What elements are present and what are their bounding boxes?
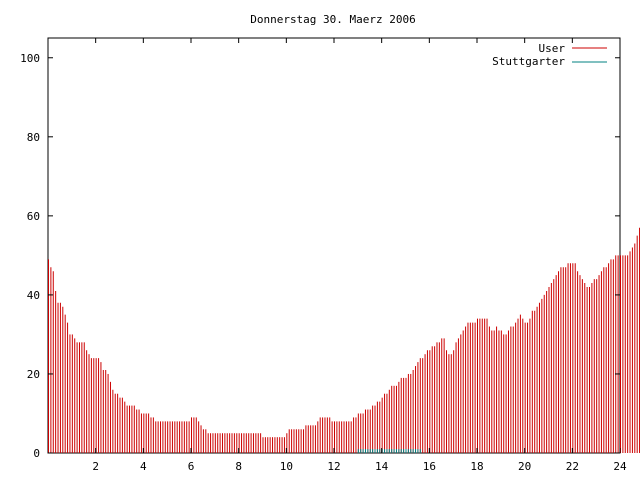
legend-label-user: User [539, 42, 566, 55]
y-tick-label: 40 [27, 289, 40, 302]
x-tick-label: 10 [280, 460, 293, 473]
x-tick-label: 20 [518, 460, 531, 473]
y-tick-label: 100 [20, 52, 40, 65]
y-tick-label: 80 [27, 131, 40, 144]
x-tick-label: 6 [188, 460, 195, 473]
legend-label-stuttgarter: Stuttgarter [492, 55, 565, 68]
x-tick-label: 16 [423, 460, 436, 473]
y-axis: 0 20 40 60 80 100 [20, 52, 620, 460]
y-tick-label: 20 [27, 368, 40, 381]
legend: User Stuttgarter [492, 42, 607, 68]
x-tick-label: 8 [235, 460, 242, 473]
x-tick-label: 24 [613, 460, 627, 473]
y-tick-label: 0 [33, 447, 40, 460]
x-tick-label: 12 [327, 460, 340, 473]
user-bars [48, 227, 640, 453]
x-tick-label: 2 [92, 460, 99, 473]
x-tick-label: 4 [140, 460, 147, 473]
y-tick-label: 60 [27, 210, 40, 223]
x-tick-label: 18 [470, 460, 483, 473]
x-axis: 2 4 6 8 10 12 14 16 18 20 22 24 [92, 38, 627, 473]
chart-title: Donnerstag 30. Maerz 2006 [250, 13, 416, 26]
stuttgarter-bars [357, 449, 421, 453]
x-tick-label: 22 [566, 460, 579, 473]
x-tick-label: 14 [375, 460, 389, 473]
